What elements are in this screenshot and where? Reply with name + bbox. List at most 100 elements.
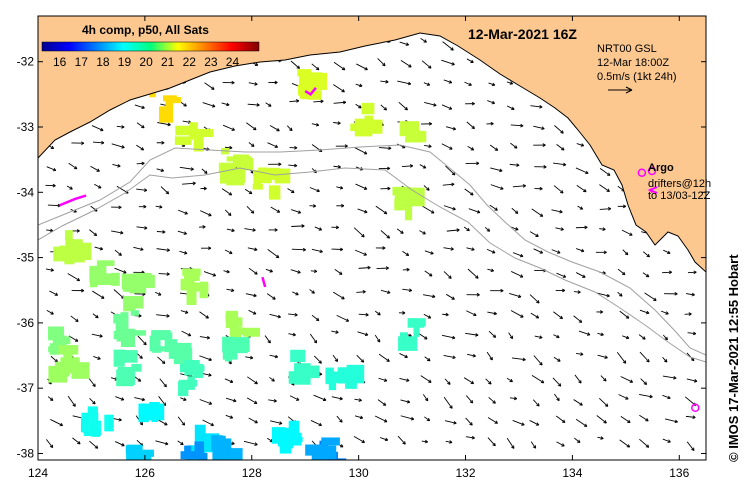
current-vector [311, 63, 320, 71]
current-vector [136, 162, 145, 165]
reference-model: NRT00 GSL [597, 43, 657, 55]
current-vector [467, 353, 476, 357]
current-vector-head [626, 444, 631, 448]
current-vector [531, 208, 544, 217]
current-vector [443, 271, 452, 279]
current-vector-head [52, 167, 57, 172]
current-vector-head [297, 270, 301, 274]
current-vector-head [494, 147, 499, 151]
current-vector [487, 417, 498, 424]
current-vector [354, 249, 367, 256]
current-vector-head [272, 296, 276, 300]
current-vector [202, 419, 214, 426]
current-vector-head [603, 420, 607, 424]
sst-pixel-block [187, 282, 201, 289]
current-vector-head [313, 339, 318, 344]
sst-pixel-block [398, 336, 418, 351]
sst-pixel-block [194, 441, 205, 459]
current-vector [221, 102, 230, 106]
sst-pixel-block [113, 314, 127, 324]
current-vector-head [470, 380, 475, 385]
current-vector [155, 205, 163, 208]
current-vector [136, 226, 148, 229]
current-vector [333, 122, 341, 124]
current-vector-head [364, 332, 369, 337]
current-vector-head [557, 358, 561, 362]
current-vector-head [376, 339, 381, 343]
current-vector-head [535, 233, 539, 237]
current-vector [292, 291, 299, 296]
current-vector-head [406, 267, 410, 272]
sst-pixel-block [48, 346, 58, 353]
current-vector [552, 377, 562, 387]
current-vector-head [335, 330, 339, 334]
current-vector-head [387, 290, 391, 294]
current-vector-head [557, 383, 562, 387]
current-vector [509, 163, 520, 166]
current-vector [332, 354, 338, 362]
current-vector-head [452, 206, 456, 211]
current-vector-head [277, 314, 281, 319]
current-vector [134, 104, 145, 109]
current-vector [465, 332, 479, 336]
current-vector-head [519, 253, 524, 258]
current-vector [464, 188, 474, 196]
current-vector [224, 209, 232, 216]
current-vector [355, 103, 362, 109]
current-vector-head [183, 103, 187, 107]
current-vector-head [522, 184, 526, 188]
current-vector [49, 290, 58, 296]
current-vector-head [468, 82, 472, 86]
sst-pixel-block [288, 420, 300, 434]
current-vector-head [231, 441, 235, 445]
current-vector [597, 332, 604, 336]
current-vector-head [318, 227, 323, 231]
current-vector [573, 399, 583, 406]
current-vector [159, 378, 167, 388]
current-vector [287, 188, 295, 194]
sst-pixel-block [186, 287, 197, 306]
current-vector-head [646, 253, 650, 258]
sst-pixel-block [285, 436, 303, 442]
y-axis: -32 -33 -34 -35 -36 -37 -38 [17, 55, 706, 460]
current-vector [269, 313, 281, 318]
current-vector-head [54, 292, 59, 296]
current-vector-head [229, 250, 233, 255]
current-vector [331, 330, 339, 334]
current-vector [466, 121, 475, 129]
current-vector-head [511, 445, 515, 449]
current-vector [506, 437, 515, 449]
sst-pixel-block [97, 273, 113, 280]
current-vector [487, 437, 496, 447]
current-vector [399, 353, 408, 358]
current-vector [177, 230, 187, 235]
current-vector-head [521, 422, 525, 426]
current-vector [397, 80, 411, 85]
sst-pixel-block [199, 281, 209, 299]
current-vector-head [359, 415, 364, 420]
current-vector-head [211, 86, 215, 90]
current-vector [92, 141, 104, 144]
current-vector [45, 268, 54, 271]
current-vector [596, 415, 607, 424]
current-vector [270, 206, 280, 213]
current-vector-head [426, 187, 430, 191]
current-vector-head [143, 204, 147, 209]
current-vector-head [49, 397, 54, 401]
current-vector-head [542, 143, 546, 147]
current-vector-head [137, 378, 142, 382]
current-vector [424, 356, 431, 362]
current-vector-head [157, 292, 162, 296]
current-vector-head [576, 439, 581, 444]
current-vector-head [445, 312, 449, 317]
current-vector [221, 188, 232, 196]
current-vector-head [606, 172, 611, 176]
current-vector-head [433, 103, 437, 107]
y-tick-label: -38 [17, 446, 35, 460]
current-vector [617, 268, 626, 276]
current-vector-head [492, 400, 496, 404]
current-vector-head [408, 64, 412, 68]
current-vector-head [536, 403, 540, 407]
current-vector-head [621, 271, 626, 276]
current-vector-head [388, 146, 392, 151]
